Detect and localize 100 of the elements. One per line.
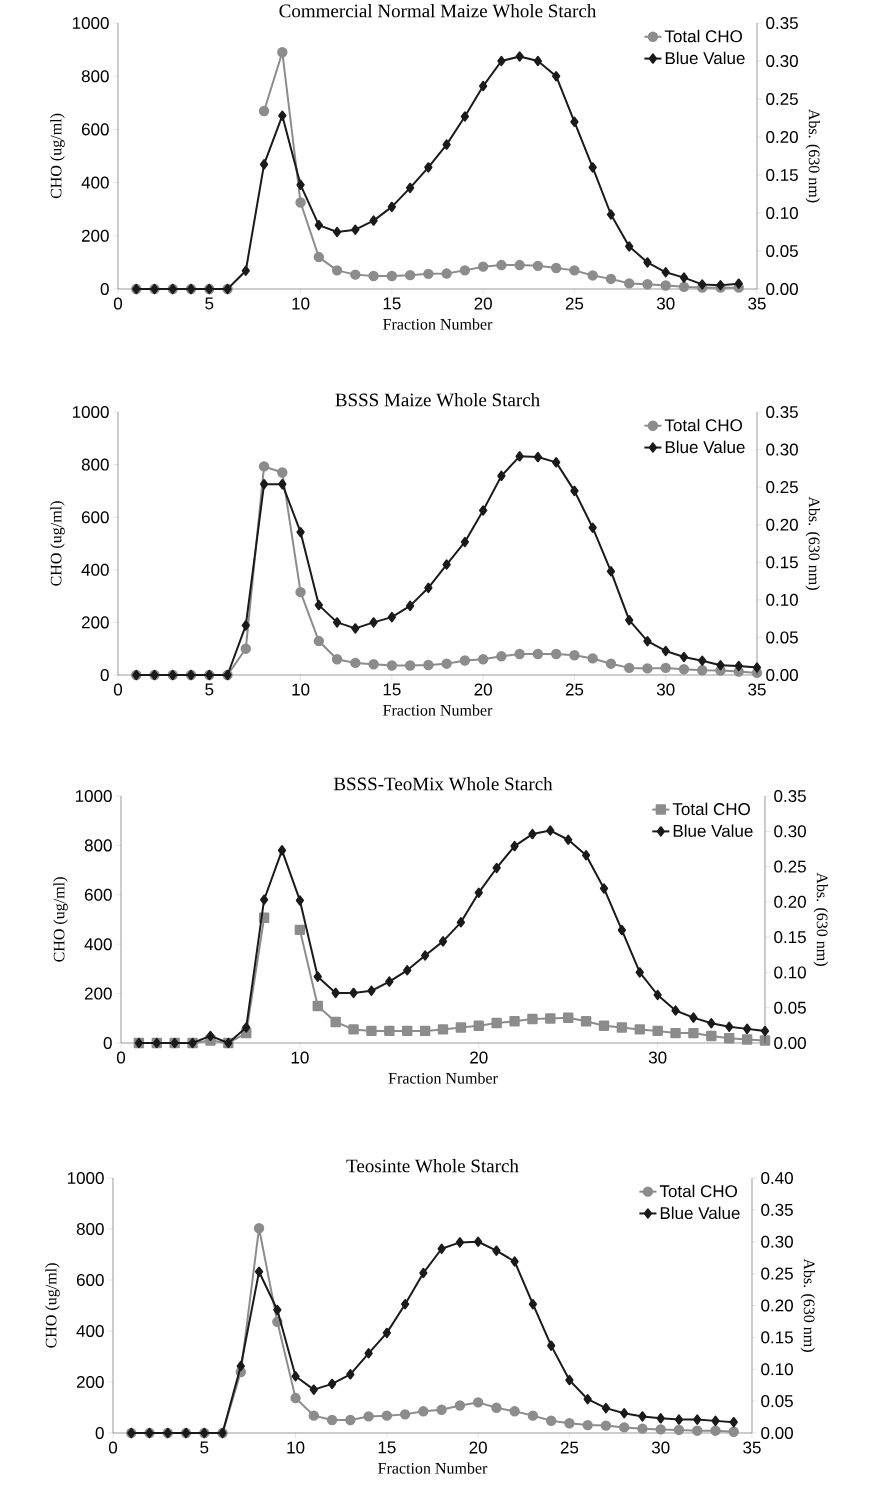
x-tick-label: 35 [743,1441,761,1454]
y2-tick-label: 0.25 [766,92,798,106]
y-axis-title: CHO (ug/ml) [53,877,68,962]
y2-axis-title: Abs. (630 nm) [805,496,820,590]
y2-axis-title: Abs. (630 nm) [813,872,828,966]
x-tick-label: 20 [474,683,492,696]
y-tick-label: 400 [76,1324,104,1338]
y-tick-label: 200 [84,987,112,1000]
y-tick-label: 600 [81,511,109,524]
y2-tick-label: 0.05 [761,1395,793,1408]
y-tick-label: 200 [76,1375,104,1389]
y2-tick-label: 0.10 [761,1363,793,1376]
x-axis-title: Fraction Number [388,1072,498,1084]
chart-title: BSSS-TeoMix Whole Starch [333,777,553,791]
x-tick-label: 25 [565,297,584,310]
y2-tick-label: 0.30 [766,443,798,456]
y2-tick-label: 0.35 [761,1203,793,1216]
y2-tick-label: 0.00 [766,282,798,296]
chart-title: BSSS Maize Whole Starch [335,393,540,407]
chart-title: Commercial Normal Maize Whole Starch [279,4,597,18]
y2-tick-label: 0.00 [774,1036,806,1050]
y2-tick-label: 0.10 [774,966,806,979]
y2-tick-label: 0.05 [766,631,798,644]
y-tick-label: 0 [100,282,109,296]
chart-title: Teosinte Whole Starch [346,1159,519,1173]
x-tick-label: 0 [113,297,123,310]
y-tick-label: 600 [81,123,109,136]
y-axis-title: CHO (ug/ml) [45,1263,60,1348]
x-tick-label: 10 [292,297,310,310]
y-axis-title: CHO (ug/ml) [50,501,65,586]
y2-tick-label: 0.25 [761,1267,793,1280]
y2-tick-label: 0.40 [761,1171,793,1185]
y2-tick-label: 0.25 [774,860,806,873]
x-tick-label: 15 [383,683,401,696]
y-tick-label: 800 [81,458,109,471]
y2-tick-label: 0.35 [766,405,798,419]
y2-tick-label: 0.20 [774,895,806,908]
y-tick-label: 200 [81,616,109,629]
y-tick-label: 400 [81,563,109,576]
y-tick-label: 0 [103,1036,112,1050]
x-axis-title: Fraction Number [383,704,493,716]
legend-label: Blue Value [660,1206,740,1220]
y2-axis-title: Abs. (630 nm) [800,1258,815,1352]
y2-tick-label: 0.15 [766,556,798,569]
y2-tick-label: 0.15 [766,168,798,182]
x-tick-label: 20 [470,1051,488,1064]
y2-tick-label: 0.20 [761,1299,793,1312]
y-tick-label: 800 [84,839,112,852]
y2-tick-label: 0.35 [766,16,798,30]
y2-tick-label: 0.30 [774,825,806,838]
y-axis-title: CHO (ug/ml) [50,113,65,199]
legend-label: Total CHO [664,29,743,43]
legend-label: Total CHO [664,418,743,432]
x-tick-label: 10 [291,1051,309,1064]
y2-tick-label: 0.05 [774,1001,806,1014]
y2-tick-label: 0.00 [761,1426,793,1440]
legend-label: Blue Value [665,51,745,65]
y2-tick-label: 0.05 [766,244,798,258]
x-tick-label: 15 [378,1441,396,1454]
x-tick-label: 0 [113,683,123,696]
y-tick-label: 1000 [75,789,112,803]
x-tick-label: 5 [205,297,214,310]
y2-tick-label: 0.10 [766,206,798,220]
y2-tick-label: 0.10 [766,593,798,606]
y2-tick-label: 0.25 [766,481,798,494]
y2-tick-label: 0.15 [761,1331,793,1344]
x-tick-label: 20 [474,297,492,310]
y2-tick-label: 0.35 [774,789,806,803]
y2-tick-label: 0.30 [761,1235,793,1248]
y-tick-label: 1000 [67,1171,104,1185]
x-tick-label: 0 [116,1051,126,1064]
x-tick-label: 5 [205,683,214,696]
x-tick-label: 15 [383,297,401,310]
x-tick-label: 35 [748,683,766,696]
y-tick-label: 200 [81,229,109,242]
legend-label: Total CHO [672,802,750,816]
x-tick-label: 20 [469,1441,487,1454]
y-tick-label: 400 [81,176,109,189]
x-tick-label: 30 [651,1441,670,1454]
y-tick-label: 800 [76,1222,104,1236]
y2-tick-label: 0.30 [766,54,798,68]
y2-tick-label: 0.20 [766,518,798,531]
x-axis-title: Fraction Number [378,1462,488,1474]
y-tick-label: 0 [100,668,109,682]
y-tick-label: 0 [95,1426,104,1440]
y-tick-label: 1000 [72,405,109,419]
x-tick-label: 35 [748,297,766,310]
x-tick-label: 10 [292,683,310,696]
y-tick-label: 1000 [72,16,109,30]
y-tick-label: 400 [84,938,112,951]
y-tick-label: 800 [81,70,109,83]
x-tick-label: 5 [200,1441,209,1454]
x-tick-label: 30 [656,297,675,310]
x-tick-label: 25 [565,683,584,696]
y2-axis-title: Abs. (630 nm) [805,109,820,203]
x-axis-title: Fraction Number [383,318,493,330]
x-tick-label: 25 [560,1441,579,1454]
legend-label: Blue Value [673,824,753,837]
y-tick-label: 600 [84,888,112,901]
legend-label: Blue Value [665,440,745,454]
